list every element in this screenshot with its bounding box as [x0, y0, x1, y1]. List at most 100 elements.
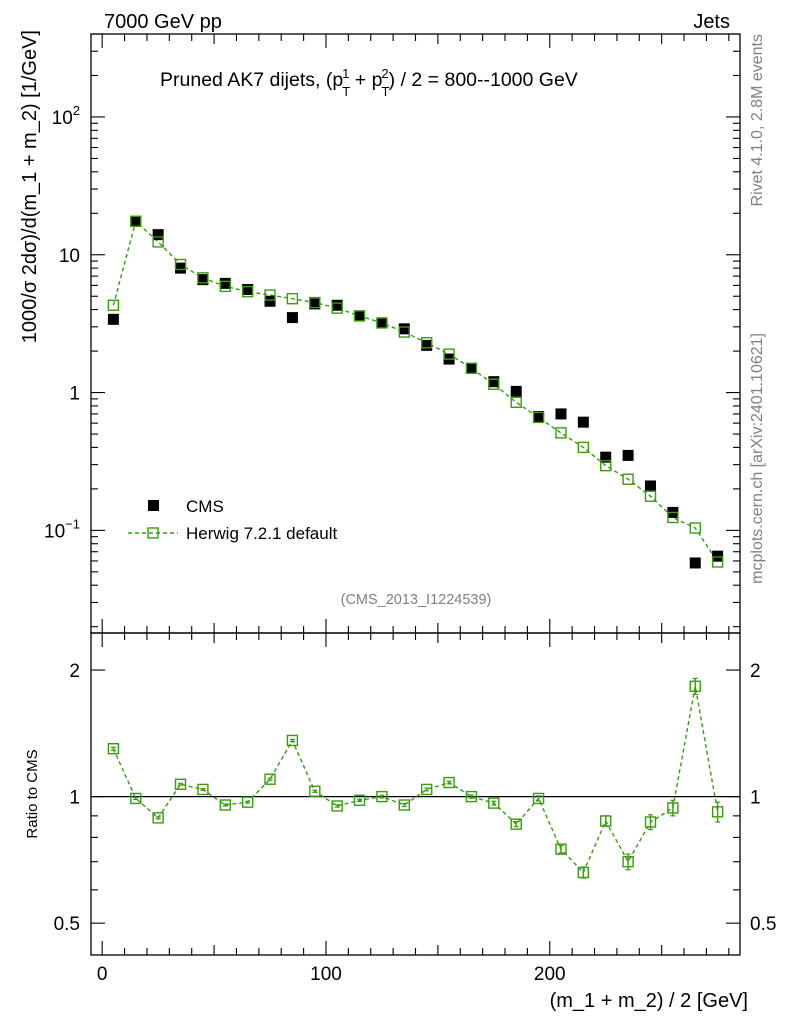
cms-point	[219, 277, 231, 289]
herwig-point	[353, 310, 366, 322]
herwig-point	[420, 337, 433, 349]
main-y-tick-label: 10	[59, 246, 80, 267]
plot-title-sub1: T	[342, 84, 350, 99]
cms-point	[309, 298, 321, 310]
main-plot-frame	[90, 33, 741, 634]
main-series-marks	[107, 215, 724, 569]
cms-point	[175, 262, 187, 274]
herwig-ratio-point	[465, 790, 478, 803]
analysis-id-label: (CMS_2013_I1224539)	[341, 592, 492, 608]
cms-point	[421, 339, 433, 351]
herwig-point	[107, 299, 120, 311]
cms-point	[376, 317, 388, 329]
ratio-plot-frame	[90, 632, 741, 956]
cms-point	[242, 283, 254, 295]
cms-point	[354, 310, 366, 322]
herwig-point	[219, 280, 231, 293]
herwig-point	[331, 302, 343, 314]
ratio-x-axis-ticks: 0 100 200	[97, 633, 730, 985]
herwig-point	[286, 292, 299, 305]
herwig-point	[398, 326, 411, 338]
legend-herwig-marker	[147, 527, 159, 539]
herwig-ratio-point	[286, 734, 299, 747]
herwig-ratio-point	[443, 776, 455, 789]
plot-title-sup2: 2	[381, 66, 388, 81]
ratio-y-tick-label: 0.5	[54, 914, 80, 935]
plot-title-rest: ) / 2 = 800--1000 GeV	[389, 69, 578, 91]
main-y-tick-exponent: 2	[73, 103, 80, 118]
ratio-y-tick-label-right: 0.5	[750, 914, 776, 935]
main-y-tick-label: 1	[69, 384, 80, 405]
herwig-point	[667, 511, 679, 524]
side-site-label: mcplots.cern.ch [arXiv:2401.10621]	[749, 333, 766, 584]
x-tick-label: 200	[534, 964, 566, 985]
herwig-ratio-point	[197, 783, 209, 796]
herwig-point	[241, 285, 254, 298]
herwig-point	[376, 317, 388, 329]
ratio-y-axis-label: Ratio to CMS	[24, 749, 41, 838]
herwig-point	[309, 296, 321, 309]
herwig-point	[443, 348, 455, 360]
plot-title-sup1: 1	[342, 66, 349, 81]
herwig-ratio-point	[174, 778, 187, 790]
cms-point	[622, 449, 634, 461]
ratio-y-axis-ticks: 0.5 0.5 1 1 2 2	[54, 661, 777, 935]
main-x-axis-ticks	[101, 34, 730, 633]
main-y-tick-exponent: −1	[65, 516, 80, 531]
herwig-ratio-point	[689, 680, 701, 692]
herwig-ratio-point	[264, 773, 276, 785]
herwig-ratio-point	[510, 818, 522, 830]
herwig-point	[465, 362, 478, 375]
herwig-ratio-point	[219, 799, 231, 811]
ratio-y-tick-label: 1	[69, 788, 80, 809]
cms-point	[264, 295, 276, 307]
cms-point	[398, 323, 410, 335]
ratio-y-tick-label-right: 1	[750, 788, 761, 809]
plot-title-sub2: T	[381, 84, 389, 99]
ratio-y-tick-label-right: 2	[750, 661, 761, 682]
cms-point	[712, 550, 724, 562]
cms-point	[197, 274, 209, 286]
cms-point	[555, 408, 567, 420]
main-y-tick-label: 10−1	[44, 516, 80, 542]
main-series-lines	[112, 219, 719, 563]
x-tick-label: 100	[310, 964, 342, 985]
herwig-ratio-point	[376, 790, 388, 803]
herwig-ratio-point	[107, 743, 120, 755]
plot-title: Pruned AK7 dijets, (pT1 + pT2) / 2 = 800…	[160, 66, 578, 99]
herwig-ratio-point	[488, 797, 500, 809]
side-version-label: Rivet 4.1.0, 2.8M events	[749, 34, 766, 207]
main-y-tick-base: 10	[52, 108, 73, 129]
herwig-ratio-point	[667, 802, 679, 814]
herwig-point	[130, 215, 142, 227]
herwig-ratio-point	[532, 792, 545, 805]
cms-point	[331, 299, 343, 311]
main-y-tick-base: 1	[69, 384, 80, 405]
cms-point	[533, 411, 545, 423]
main-y-tick-label: 102	[52, 103, 80, 129]
herwig-main-line	[112, 219, 719, 563]
herwig-point	[197, 272, 209, 284]
herwig-ratio-point	[622, 856, 634, 868]
legend: CMS Herwig 7.2.1 default	[128, 497, 337, 543]
x-axis-label: (m_1 + m_2) / 2 [GeV]	[550, 990, 748, 1012]
herwig-ratio-point	[398, 799, 411, 811]
plot-title-main: Pruned AK7 dijets, (p	[160, 69, 343, 91]
cms-point	[644, 480, 656, 492]
herwig-point	[510, 396, 522, 408]
cms-point	[152, 229, 164, 241]
herwig-point	[264, 289, 276, 301]
ratio-series-marks	[107, 677, 724, 879]
herwig-point	[532, 411, 545, 424]
cms-point	[577, 416, 589, 428]
herwig-point	[600, 459, 612, 472]
herwig-point	[174, 258, 187, 271]
herwig-point	[711, 556, 724, 568]
herwig-point	[577, 441, 590, 454]
herwig-ratio-point	[130, 792, 142, 805]
cms-point	[130, 215, 142, 227]
cms-point	[488, 376, 500, 388]
herwig-point	[689, 522, 701, 534]
